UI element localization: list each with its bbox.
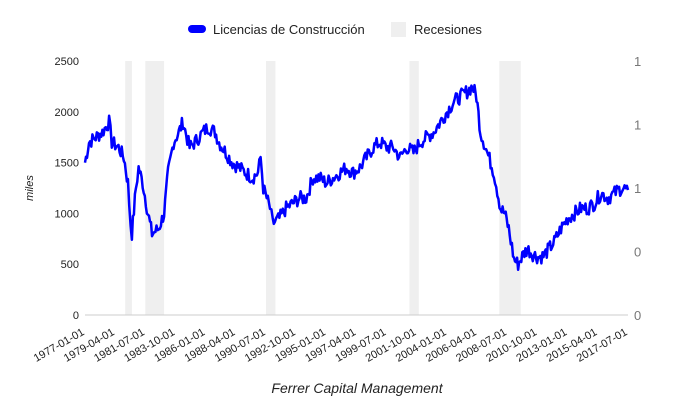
y-tick-label: 500: [61, 259, 79, 271]
y-right-tick-label: 1: [634, 181, 641, 196]
x-axis-title: Ferrer Capital Management: [271, 380, 443, 396]
y-tick-label: 2000: [55, 107, 79, 119]
recession-bands: [125, 61, 521, 315]
y-tick-label: 0: [73, 310, 79, 322]
y-tick-label: 2500: [55, 56, 79, 68]
x-axis: 1977-01-011979-04-011981-07-011983-10-01…: [32, 326, 630, 365]
recession-band: [409, 61, 419, 315]
legend-label-line: Licencias de Construcción: [213, 22, 365, 37]
y-right-tick-label: 0: [634, 245, 641, 260]
y-axis: 0 500 1000 1500 2000 2500: [55, 56, 79, 322]
recession-band: [499, 61, 521, 315]
recession-band: [266, 61, 276, 315]
y-tick-label: 1500: [55, 158, 79, 170]
legend-label-recession: Recesiones: [414, 22, 482, 37]
legend-swatch-line: [188, 25, 206, 33]
y-right-tick-label: 1: [634, 54, 641, 69]
y-axis-title: miles: [24, 175, 36, 201]
recession-band: [145, 61, 165, 315]
y-right-tick-label: 0: [634, 308, 641, 323]
legend-swatch-recession: [391, 22, 406, 37]
legend: Licencias de Construcción Recesiones: [188, 22, 482, 37]
y-tick-label: 1000: [55, 208, 79, 220]
series-line: [83, 83, 630, 272]
series-lines: [83, 83, 630, 272]
y-right-tick-label: 1: [634, 118, 641, 133]
y-right-axis: 0 0 1 1 1: [634, 54, 641, 323]
